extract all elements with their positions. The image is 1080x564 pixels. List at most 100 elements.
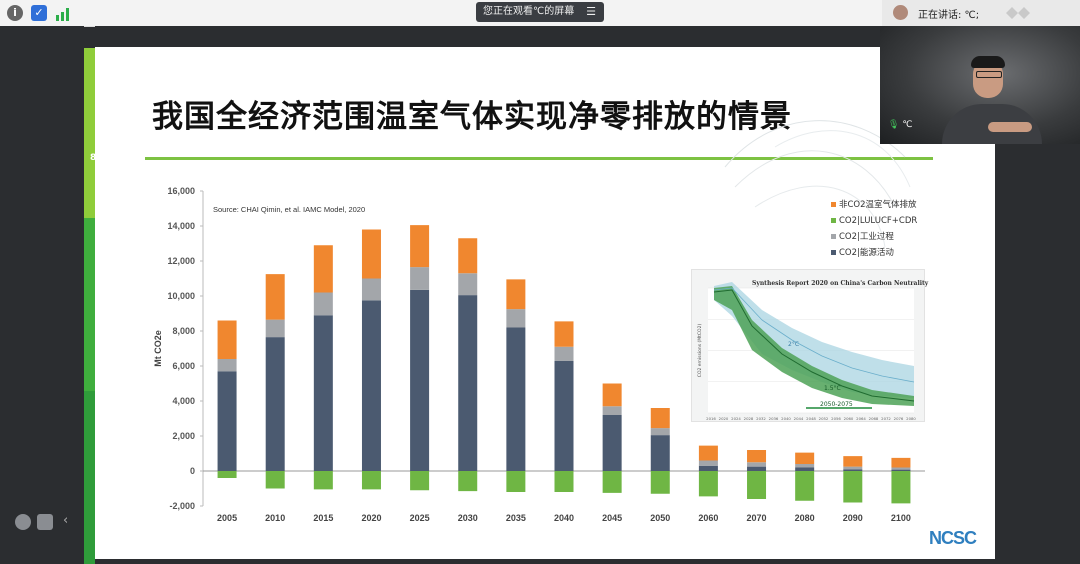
inset-x-tick: 2024 <box>731 416 741 421</box>
bar-non-co2 <box>313 245 333 293</box>
mic-label: ℃ <box>902 120 913 130</box>
shield-icon[interactable]: ✓ <box>31 5 47 21</box>
bar-industrial <box>698 460 718 466</box>
share-status-text: 您正在观看℃的屏幕 <box>483 6 575 17</box>
legend-label: CO2|LULUCF+CDR <box>839 216 917 226</box>
bar-energy <box>410 289 430 471</box>
bar-industrial <box>747 462 767 467</box>
x-tick-label: 2090 <box>843 513 863 523</box>
y-tick-label: 14,000 <box>167 221 195 231</box>
x-tick-label: 2060 <box>698 513 718 523</box>
bar-industrial <box>410 267 430 290</box>
x-tick-label: 2010 <box>265 513 285 523</box>
chat-icon[interactable] <box>37 514 53 530</box>
screen-share-status[interactable]: 您正在观看℃的屏幕 ☰ <box>476 2 604 22</box>
y-tick-label: 2,000 <box>172 431 195 441</box>
inset-x-tick: 2020 <box>719 416 729 421</box>
inset-x-tick: 2072 <box>881 416 891 421</box>
x-tick-label: 2025 <box>410 513 430 523</box>
decorative-swirl <box>724 120 911 248</box>
collapse-chevron-icon[interactable]: ‹ <box>63 513 69 528</box>
legend-swatch <box>831 234 836 239</box>
bar-non-co2 <box>458 238 478 274</box>
bar-non-co2 <box>747 450 767 463</box>
y-tick-label: 6,000 <box>172 361 195 371</box>
bar-lulucf <box>602 471 622 493</box>
bar-industrial <box>891 467 911 470</box>
inset-x-tick: 2028 <box>744 416 754 421</box>
left-margin <box>0 26 84 564</box>
inset-band-2c <box>714 282 914 398</box>
y-tick-label: 8,000 <box>172 326 195 336</box>
bar-energy <box>313 315 333 471</box>
bar-energy <box>747 466 767 471</box>
y-tick-label: 12,000 <box>167 256 195 266</box>
bar-industrial <box>650 428 670 436</box>
legend-swatch <box>831 202 836 207</box>
bar-non-co2 <box>795 452 815 464</box>
bar-non-co2 <box>361 229 381 279</box>
bar-energy <box>458 295 478 471</box>
mic-status: 🎙 ℃ <box>888 120 912 130</box>
bar-industrial <box>602 406 622 415</box>
x-tick-label: 2100 <box>891 513 911 523</box>
avatar <box>893 5 908 20</box>
y-tick-label: 10,000 <box>167 291 195 301</box>
bar-lulucf <box>795 471 815 501</box>
inset-x-tick: 2052 <box>819 416 829 421</box>
inset-x-tick: 2056 <box>831 416 841 421</box>
bar-non-co2 <box>843 456 863 467</box>
inset-line-2c <box>713 287 915 383</box>
y-tick-label: 16,000 <box>167 186 195 196</box>
bar-industrial <box>313 292 333 316</box>
bar-lulucf <box>843 471 863 503</box>
bar-non-co2 <box>891 457 911 468</box>
slide-title: 我国全经济范围温室气体实现净零排放的情景 <box>152 99 792 135</box>
bar-energy <box>361 300 381 471</box>
menu-icon[interactable]: ☰ <box>586 5 596 18</box>
bar-lulucf <box>891 471 911 504</box>
bar-lulucf <box>698 471 718 497</box>
legend-swatch <box>831 218 836 223</box>
bar-lulucf <box>313 471 333 490</box>
x-tick-label: 2080 <box>795 513 815 523</box>
speaker-video[interactable] <box>880 26 1080 144</box>
legend-swatch <box>831 250 836 255</box>
inset-annotation-2c: 2°C <box>788 341 799 348</box>
speaker-label: 正在讲话: ℃; <box>918 10 980 21</box>
bar-industrial <box>843 466 863 470</box>
bar-lulucf <box>217 471 237 478</box>
inset-x-tick: 2068 <box>869 416 879 421</box>
emissions-bar-chart: 16,000 14,000 12,000 10,000 8,000 6,000 4,000 2… <box>153 186 925 523</box>
x-tick-label: 2030 <box>458 513 478 523</box>
x-tick-label: 2035 <box>506 513 526 523</box>
speaker-indicator: 正在讲话: ℃; <box>882 0 1080 26</box>
y-tick-label: 4,000 <box>172 396 195 406</box>
bar-energy <box>554 360 574 471</box>
source-note: Source: CHAI Qimin, et al. IAMC Model, 2… <box>213 205 365 214</box>
x-tick-label: 2020 <box>361 513 381 523</box>
legend-label: CO2|工业过程 <box>839 231 894 242</box>
inset-annotation-range: 2050-2075 <box>820 401 853 408</box>
bar-lulucf <box>506 471 526 492</box>
x-tick-label: 2015 <box>313 513 333 523</box>
bar-industrial <box>795 464 815 468</box>
info-icon[interactable]: i <box>7 5 23 21</box>
emoji-icon[interactable] <box>15 514 31 530</box>
x-tick-label: 2070 <box>747 513 767 523</box>
inset-x-tick: 2048 <box>806 416 816 421</box>
bar-energy <box>843 469 863 471</box>
bar-non-co2 <box>506 279 526 310</box>
bar-non-co2 <box>554 321 574 347</box>
bar-lulucf <box>458 471 478 492</box>
x-tick-label: 2005 <box>217 513 237 523</box>
inset-x-tick: 2044 <box>794 416 804 421</box>
bar-industrial <box>217 359 237 372</box>
bar-non-co2 <box>650 408 670 429</box>
inset-x-tick: 2064 <box>856 416 866 421</box>
signal-icon[interactable] <box>55 6 71 21</box>
participants-icon[interactable] <box>1002 5 1042 21</box>
title-underline <box>145 157 933 160</box>
presentation-slide: 我国全经济范围温室气体实现净零排放的情景 16,000 14,000 12,000 1… <box>95 47 995 559</box>
bar-lulucf <box>747 471 767 499</box>
